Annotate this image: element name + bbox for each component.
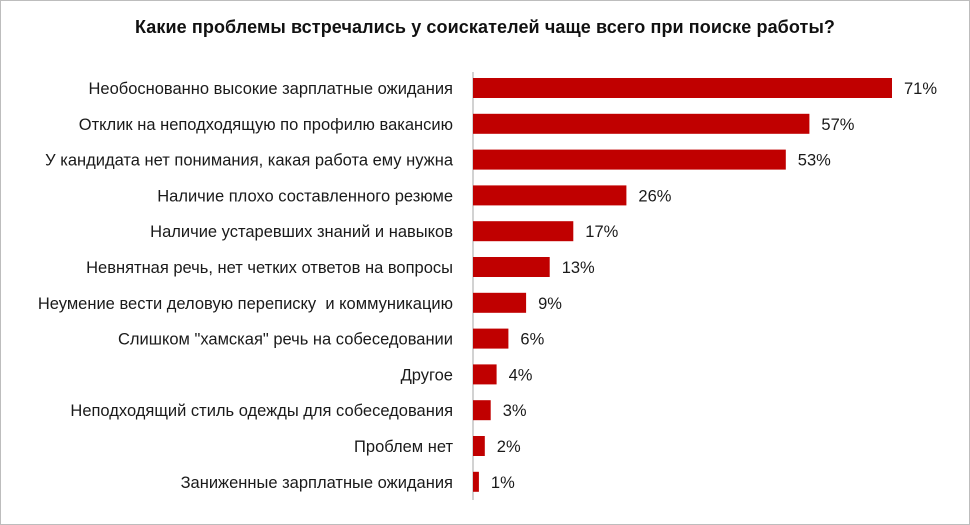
data-label: 3%	[503, 402, 527, 420]
category-label: Необоснованно высокие зарплатные ожидани…	[88, 80, 453, 98]
bar	[473, 292, 527, 313]
bar	[473, 113, 810, 134]
data-label: 53%	[798, 152, 831, 170]
data-label: 1%	[491, 474, 515, 492]
bar	[473, 149, 786, 170]
bar	[473, 364, 497, 385]
category-label: Другое	[401, 366, 453, 384]
bar	[473, 436, 485, 456]
bar	[473, 471, 479, 492]
bar	[473, 400, 491, 421]
data-label: 26%	[638, 187, 671, 205]
category-label: Слишком "хамская" речь на собеседовании	[118, 331, 453, 349]
category-label: Наличие устаревших знаний и навыков	[150, 223, 453, 241]
data-label: 2%	[497, 438, 521, 456]
bar	[473, 185, 627, 206]
category-label: Наличие плохо составленного резюме	[157, 187, 453, 205]
data-label: 71%	[904, 80, 937, 98]
category-label: Неподходящий стиль одежды для собеседова…	[70, 402, 453, 420]
data-label: 9%	[538, 295, 562, 313]
category-label: Неумение вести деловую переписку и комму…	[38, 295, 453, 313]
category-label: У кандидата нет понимания, какая работа …	[45, 152, 454, 170]
bar	[473, 221, 574, 242]
chart-title: Какие проблемы встречались у соискателей…	[134, 17, 836, 37]
category-label: Отклик на неподходящую по профилю ваканс…	[79, 116, 453, 134]
data-label: 6%	[520, 331, 544, 349]
data-label: 13%	[562, 259, 595, 277]
bar	[473, 328, 509, 349]
category-label: Проблем нет	[354, 438, 453, 456]
data-label: 4%	[509, 366, 533, 384]
category-label: Заниженные зарплатные ожидания	[181, 474, 453, 492]
bar	[473, 78, 892, 98]
data-label: 17%	[585, 223, 618, 241]
bar	[473, 257, 550, 277]
category-label: Невнятная речь, нет четких ответов на во…	[86, 259, 453, 277]
data-label: 57%	[821, 116, 854, 134]
